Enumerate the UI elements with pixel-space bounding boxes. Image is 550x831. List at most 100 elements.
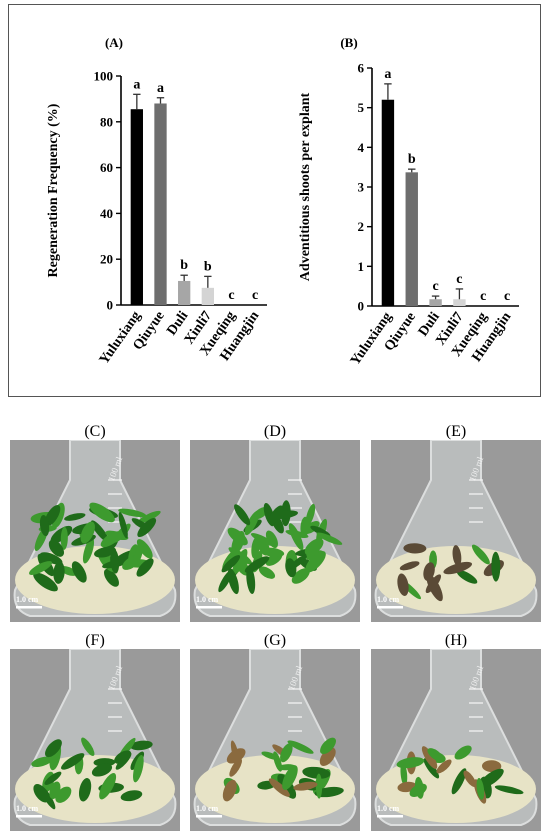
y-tick-label: 20 <box>100 252 113 267</box>
leaf <box>423 562 435 581</box>
y-tick-label: 0 <box>358 299 365 314</box>
leaf <box>33 572 58 592</box>
y-tick-label: 0 <box>107 298 114 313</box>
leaf <box>471 544 490 565</box>
photo-label: (D) <box>263 423 287 440</box>
photo-label: (H) <box>444 632 468 649</box>
photo-image: 1.0 cm <box>190 440 360 622</box>
leaf <box>421 746 438 769</box>
significance-letter: a <box>384 67 391 82</box>
leaf <box>71 561 87 583</box>
leaf <box>118 512 128 539</box>
leaf <box>491 551 501 582</box>
leaf <box>476 778 485 800</box>
significance-letter: a <box>133 77 140 92</box>
y-tick-label: 100 <box>94 69 114 84</box>
significance-letter: c <box>228 288 234 303</box>
leaf <box>89 502 115 523</box>
y-axis-label: Adventitious shoots per explant <box>298 92 313 281</box>
scale-bar-label: 1.0 cm <box>16 804 39 813</box>
scale-bar <box>16 606 42 609</box>
y-tick-label: 5 <box>358 100 365 115</box>
leaf <box>136 558 154 577</box>
photo-label: (C) <box>84 423 106 440</box>
leaf <box>291 568 310 584</box>
leaf <box>114 750 132 764</box>
leaf <box>451 768 467 795</box>
leaf <box>137 510 161 524</box>
significance-letter: c <box>432 279 438 294</box>
leaf <box>423 758 440 779</box>
leaf <box>265 530 278 549</box>
scale-bar <box>196 606 222 609</box>
y-tick-label: 4 <box>358 140 365 155</box>
y-tick-label: 2 <box>358 219 365 234</box>
leaf <box>302 766 331 779</box>
leaf <box>44 505 61 527</box>
photo-image: 100 ml1.0 cm <box>371 440 541 622</box>
leaf <box>409 783 427 797</box>
leaf <box>120 790 143 802</box>
y-tick-label: 40 <box>100 206 113 221</box>
leaf <box>268 778 290 797</box>
leaf <box>48 539 64 557</box>
leaf <box>132 543 144 568</box>
leaf <box>289 554 307 569</box>
leaf <box>33 784 50 803</box>
leaf <box>427 748 444 762</box>
leaf <box>397 573 409 596</box>
leaf <box>454 745 472 760</box>
culture-photo: 100 ml 1.0 cm <box>371 649 541 831</box>
leaf <box>261 751 280 760</box>
significance-letter: c <box>252 288 258 303</box>
leaf <box>99 773 117 800</box>
leaf <box>316 532 343 545</box>
bar <box>154 103 167 305</box>
leaf <box>456 570 478 584</box>
bar <box>201 287 214 305</box>
leaf <box>229 758 242 777</box>
leaf <box>403 543 427 554</box>
leaf <box>91 763 113 777</box>
leaf <box>436 759 452 774</box>
leaf <box>234 504 251 526</box>
leaf <box>133 755 144 783</box>
leaf <box>481 760 502 773</box>
culture-photo: 100 ml 1.0 cm <box>10 649 180 831</box>
leaf <box>221 555 241 573</box>
photo-image: 100 ml1.0 cm <box>371 649 541 831</box>
leaf <box>305 503 316 526</box>
leaf <box>244 556 270 573</box>
leaf <box>39 552 63 565</box>
significance-letter: b <box>180 258 188 273</box>
bar <box>453 299 466 306</box>
leaf <box>81 737 95 757</box>
leaf <box>443 561 473 575</box>
significance-letter: c <box>504 289 510 304</box>
leaf <box>222 779 237 802</box>
leaf <box>244 510 260 536</box>
leaf <box>246 566 256 594</box>
significance-letter: a <box>157 81 164 96</box>
leaf <box>55 786 72 803</box>
bar <box>405 172 418 306</box>
leaf <box>288 523 304 551</box>
leaf <box>258 566 276 579</box>
charts-frame: (A) 0 20 40 60 80 100 Regeneration Frequency (%… <box>8 4 541 397</box>
scale-bar-label: 1.0 cm <box>196 804 219 813</box>
scale-bar <box>377 606 403 609</box>
leaf <box>227 568 239 595</box>
y-tick-label: 6 <box>358 61 365 76</box>
scale-bar <box>196 815 222 818</box>
leaf <box>31 756 53 767</box>
photo-label: (F) <box>85 632 105 649</box>
leaf <box>64 513 86 521</box>
photo-image: 100 ml1.0 cm <box>10 649 180 831</box>
leaf <box>293 781 318 791</box>
leaf <box>100 531 122 548</box>
bar <box>178 280 191 305</box>
leaf <box>110 548 120 574</box>
leaf <box>282 765 298 790</box>
scale-bar-label: 1.0 cm <box>196 595 219 604</box>
